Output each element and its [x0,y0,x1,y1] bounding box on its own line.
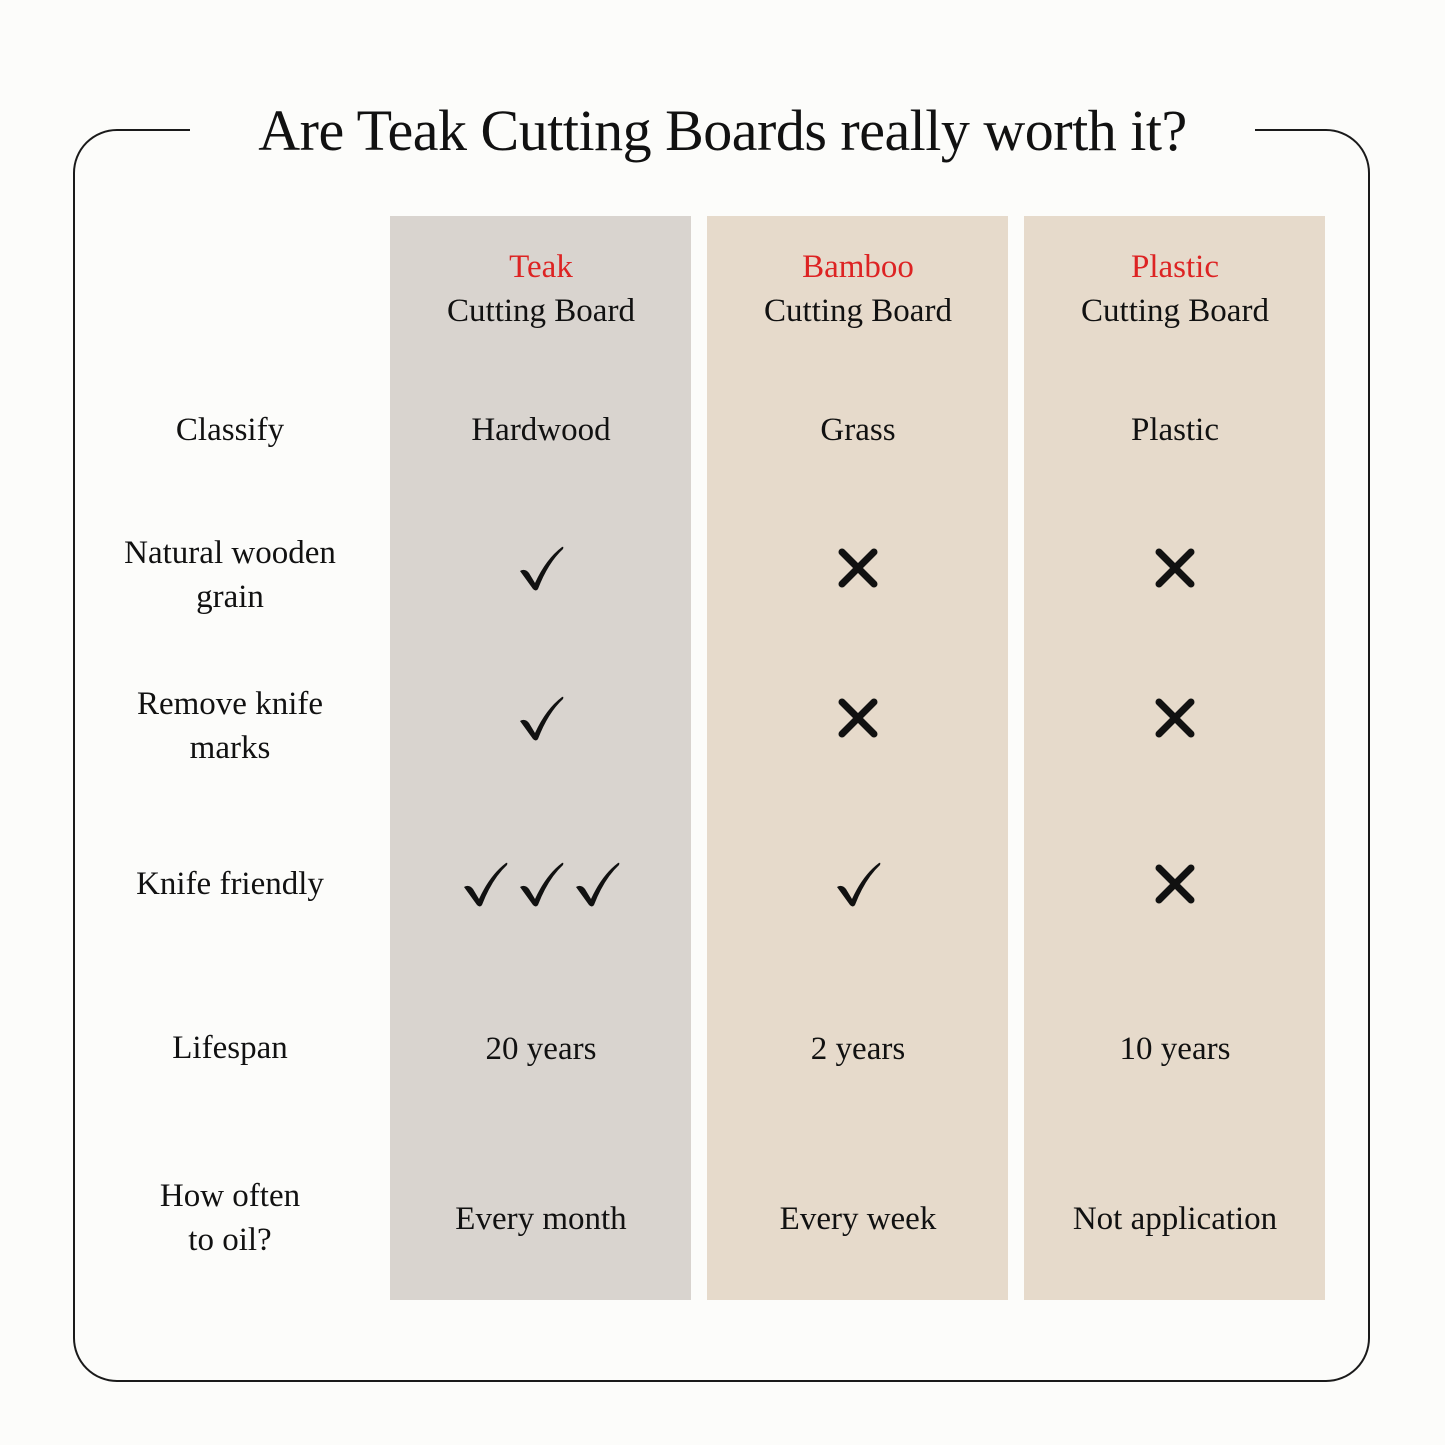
row-label: Remove knife marks [90,682,370,770]
table-cell-icons [460,859,622,913]
table-cell: Hardwood [471,412,611,448]
column-plastic [1024,216,1325,1300]
x-icon [1154,697,1196,743]
row-label: Knife friendly [136,866,324,902]
column-header-subtitle: Cutting Board [447,293,635,329]
row-label-line: marks [189,730,271,766]
column-header: Bamboo Cutting Board [708,245,1008,333]
table-cell: Every month [455,1201,627,1237]
x-icon [837,697,879,743]
table-cell-icons [516,693,566,747]
row-label-line: to oil? [188,1222,272,1258]
x-icon [837,547,879,593]
column-header-subtitle: Cutting Board [1081,293,1269,329]
check-icon [516,693,566,747]
column-teak [390,216,691,1300]
table-cell-icons [833,859,883,913]
check-icon [516,859,566,913]
column-header: Plastic Cutting Board [1025,245,1325,333]
check-icon [833,859,883,913]
table-cell: Not application [1072,1201,1278,1237]
x-icon [1154,863,1196,909]
table-cell-icons [837,697,879,743]
column-header-name: Bamboo [802,249,914,285]
column-header-subtitle: Cutting Board [764,293,952,329]
table-cell-icons [1154,697,1196,743]
page-title: Are Teak Cutting Boards really worth it? [190,92,1255,170]
table-cell-icons [516,543,566,597]
table-cell: Every week [779,1201,937,1237]
column-header-name: Plastic [1131,249,1219,285]
row-label: Lifespan [172,1030,288,1066]
table-cell: Plastic [1131,412,1219,448]
row-label-line: How often [159,1178,301,1214]
check-icon [516,543,566,597]
column-header: Teak Cutting Board [391,245,691,333]
table-cell: 10 years [1119,1031,1231,1067]
table-cell-icons [837,547,879,593]
table-cell-icons [1154,863,1196,909]
table-cell: 20 years [485,1031,597,1067]
row-label: How often to oil? [90,1174,370,1262]
table-cell: 2 years [810,1031,906,1067]
x-icon [1154,547,1196,593]
check-icon [460,859,510,913]
row-label: Natural wooden grain [90,531,370,619]
row-label-line: Remove knife [136,686,324,722]
row-label-line: Natural wooden [124,535,336,571]
table-cell: Grass [820,412,896,448]
column-header-name: Teak [509,249,573,285]
row-label-line: grain [196,579,264,615]
table-cell-icons [1154,547,1196,593]
check-icon [572,859,622,913]
column-bamboo [707,216,1008,1300]
row-label: Classify [175,412,285,448]
